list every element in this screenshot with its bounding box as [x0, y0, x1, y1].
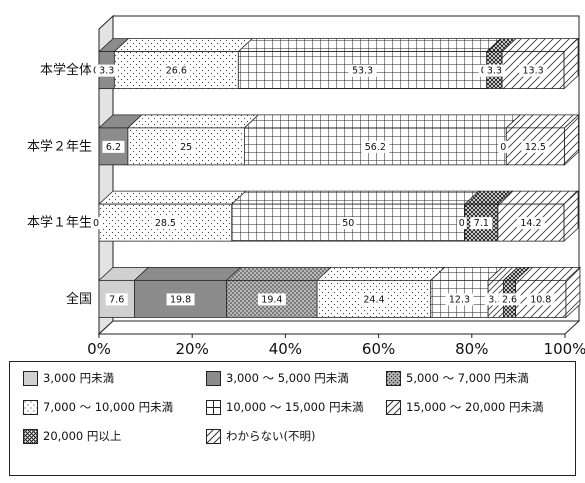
data-label: 2.6: [502, 294, 517, 305]
x-tick-label: 40%: [269, 340, 302, 358]
data-label: 50: [342, 218, 354, 229]
data-label-bg: [470, 217, 493, 230]
data-label: 14.2: [520, 218, 541, 229]
data-label-bg: [166, 293, 195, 306]
legend-item: わからない(不明): [206, 428, 315, 444]
data-label: 12.5: [525, 142, 546, 153]
data-label-bg: [348, 64, 377, 77]
data-label-bg: [521, 140, 550, 153]
bar-segment-top: [243, 114, 522, 129]
data-label-bg: [498, 140, 509, 153]
data-label-bg: [361, 140, 390, 153]
data-label: 26.6: [166, 66, 187, 77]
data-label: 3.3: [488, 294, 503, 305]
data-label-bg: [91, 217, 101, 230]
x-tick-label: 80%: [455, 340, 488, 358]
legend-item: 3,000 円未満: [23, 370, 114, 386]
data-label: 56.2: [365, 142, 386, 153]
legend-label: 10,000 ～ 15,000 円未満: [226, 400, 364, 414]
data-label: 53.3: [352, 66, 373, 77]
data-label-bg: [519, 64, 548, 77]
stacked-bar-chart: 本学全体 0 3.3 26.6 53.3 0 3.3 13.3 本学２年生 6.2 25 56.2 0 1…: [27, 14, 585, 358]
legend-label: 15,000 ～ 20,000 円未満: [406, 400, 544, 414]
bar-segment-top: [133, 266, 242, 281]
legend-item: 3,000 ～ 5,000 円未満: [206, 370, 349, 386]
legend-swatch: [386, 399, 401, 415]
legend-swatch: [206, 428, 221, 444]
data-label: 3.3: [99, 66, 114, 77]
legend-label: わからない(不明): [226, 429, 316, 443]
data-label-bg: [498, 293, 521, 306]
bar-segment-top: [237, 38, 502, 53]
data-label: 7.1: [474, 218, 489, 229]
bar-segment: [127, 127, 245, 166]
legend-label: 3,000 ～ 5,000 円未満: [226, 371, 349, 385]
legend-item: 7,000 ～ 10,000 円未満: [23, 399, 173, 415]
data-label-bg: [445, 293, 474, 306]
legend-swatch: [23, 370, 38, 386]
data-label: 3.3: [487, 66, 502, 77]
data-label-bg: [95, 64, 118, 77]
legend-label: 5,000 ～ 7,000 円未満: [406, 371, 529, 385]
category-label: 本学全体: [40, 62, 92, 78]
category-label: 本学２年生: [27, 138, 92, 154]
data-label-bg: [162, 64, 191, 77]
legend-item: 10,000 ～ 15,000 円未満: [206, 399, 363, 415]
x-tick-label: 0%: [87, 340, 111, 358]
data-label: 19.8: [170, 294, 191, 305]
legend-label: 20,000 円以上: [43, 429, 122, 443]
data-label-bg: [456, 217, 467, 230]
legend-swatch: [206, 399, 221, 415]
data-label: 28.5: [155, 218, 176, 229]
data-label-bg: [105, 293, 128, 306]
data-label: 25: [180, 142, 192, 153]
bar-end-face: [563, 37, 579, 90]
legend-swatch: [23, 428, 38, 444]
data-label: 7.6: [109, 294, 124, 305]
chart-legend: 3,000 円未満 3,000 ～ 5,000 円未満 5,000 ～ 7,000 …: [9, 361, 576, 476]
frame-line: [113, 15, 580, 321]
x-tick-label: 20%: [176, 340, 209, 358]
data-label: 0: [459, 218, 465, 229]
bar-segment-top: [126, 114, 260, 129]
data-label: 13.3: [523, 66, 544, 77]
bar-segment-top: [97, 190, 247, 205]
x-tick-label: 60%: [362, 340, 395, 358]
bar-segment-top: [230, 190, 480, 205]
data-label-bg: [151, 217, 180, 230]
legend-label: 3,000 円未満: [43, 371, 115, 385]
bar-segment-top: [113, 38, 254, 53]
legend-item: 20,000 円以上: [23, 428, 121, 444]
x-tick-label: 100%: [544, 340, 585, 358]
bar-end-face: [564, 113, 579, 166]
data-label: 0: [93, 218, 99, 229]
legend-swatch: [23, 399, 38, 415]
data-label-bg: [359, 293, 388, 306]
data-label-bg: [526, 293, 555, 306]
category-label: 本学１年生: [27, 215, 92, 231]
data-label-bg: [340, 217, 357, 230]
data-label-bg: [257, 293, 286, 306]
legend-item: 5,000 ～ 7,000 円未満: [386, 370, 529, 386]
data-label-bg: [516, 217, 545, 230]
category-label: 全国: [66, 291, 92, 307]
data-label-bg: [178, 140, 195, 153]
data-label-bg: [102, 140, 125, 153]
legend-label: 7,000 ～ 10,000 円未満: [43, 400, 174, 414]
data-label: 12.3: [449, 294, 470, 305]
legend-item: 15,000 ～ 20,000 円未満: [386, 399, 543, 415]
bar-end-face: [563, 190, 579, 243]
data-label: 6.2: [106, 142, 121, 153]
legend-swatch: [206, 370, 221, 386]
data-label: 24.4: [363, 294, 384, 305]
data-label: 10.8: [530, 294, 551, 305]
bar-end-face: [565, 266, 581, 319]
data-label-bg: [483, 64, 506, 77]
legend-swatch: [386, 370, 401, 386]
bar-segment-top: [225, 266, 333, 281]
floor: [97, 320, 581, 335]
data-label: 0: [500, 142, 506, 153]
data-label: 19.4: [261, 294, 282, 305]
bar-segment-top: [316, 266, 446, 281]
